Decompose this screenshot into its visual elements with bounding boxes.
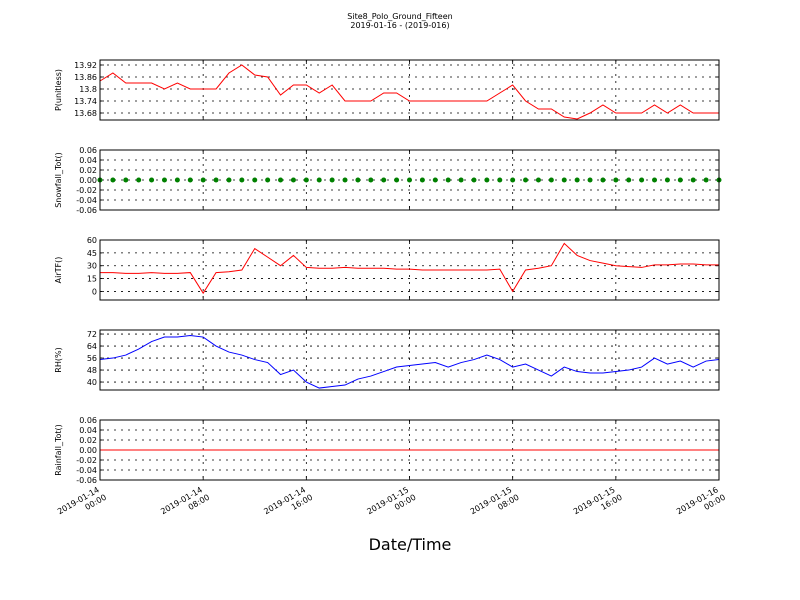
point xyxy=(252,177,258,183)
point xyxy=(497,177,503,183)
point xyxy=(226,177,232,183)
y-tick-label: 0.04 xyxy=(79,156,97,165)
chart-title: Site8_Polo_Ground_Fifteen xyxy=(347,12,452,21)
point xyxy=(587,177,593,183)
y-tick-label: 0.00 xyxy=(79,176,97,185)
point xyxy=(664,177,670,183)
chart-subtitle: 2019-01-16 - (2019-016) xyxy=(350,21,449,30)
point xyxy=(574,177,580,183)
point xyxy=(278,177,284,183)
point xyxy=(303,177,309,183)
y-tick-label: 64 xyxy=(87,342,97,351)
y-tick-label: 13.68 xyxy=(74,109,97,118)
y-tick-label: -0.02 xyxy=(76,186,97,195)
point xyxy=(265,177,271,183)
point xyxy=(110,177,116,183)
y-tick-label: 60 xyxy=(87,236,97,245)
point xyxy=(613,177,619,183)
point xyxy=(290,177,296,183)
y-tick-label: 0.02 xyxy=(79,436,97,445)
y-tick-label: 13.74 xyxy=(74,97,97,106)
point xyxy=(394,177,400,183)
y-tick-label: 45 xyxy=(87,249,97,258)
point xyxy=(407,177,412,183)
y-tick-label: -0.04 xyxy=(76,466,97,475)
y-tick-label: -0.06 xyxy=(76,206,97,215)
point xyxy=(419,177,425,183)
point xyxy=(652,177,658,183)
point xyxy=(458,177,464,183)
point xyxy=(200,177,206,183)
y-tick-label: 0.06 xyxy=(79,416,97,425)
y-tick-label: 40 xyxy=(87,378,97,387)
y-axis-label: AirTF() xyxy=(54,257,63,284)
y-tick-label: -0.02 xyxy=(76,456,97,465)
y-tick-label: 13.8 xyxy=(79,85,97,94)
point xyxy=(381,177,387,183)
point xyxy=(329,177,335,183)
y-axis-label: Snowfall_Tot() xyxy=(54,152,63,208)
line xyxy=(99,335,720,389)
y-axis-label: P(unitless) xyxy=(54,69,63,111)
point xyxy=(690,177,696,183)
point xyxy=(639,177,645,183)
point xyxy=(600,177,606,183)
y-tick-label: 0.06 xyxy=(79,146,97,155)
plot-frame xyxy=(99,329,720,391)
y-tick-label: 0.00 xyxy=(79,446,97,455)
point xyxy=(123,177,129,183)
y-tick-label: 15 xyxy=(87,275,97,284)
point xyxy=(677,177,683,183)
plot-frame xyxy=(99,149,720,211)
point xyxy=(523,177,529,183)
point xyxy=(368,177,374,183)
point xyxy=(187,177,193,183)
line xyxy=(99,64,719,120)
line xyxy=(100,242,719,295)
plot-frame xyxy=(99,239,720,301)
y-tick-label: 30 xyxy=(87,262,97,271)
point xyxy=(342,177,348,183)
point xyxy=(239,177,245,183)
plot-frame xyxy=(99,419,720,481)
point xyxy=(535,177,541,183)
y-tick-label: -0.04 xyxy=(76,196,97,205)
y-tick-label: 13.92 xyxy=(74,61,97,70)
point xyxy=(174,177,180,183)
point xyxy=(355,177,361,183)
y-tick-label: 0.02 xyxy=(79,166,97,175)
point xyxy=(703,177,709,183)
y-axis-label: Rainfall_Tot() xyxy=(54,424,63,476)
y-tick-label: 72 xyxy=(87,330,97,339)
point xyxy=(316,177,322,183)
y-tick-label: 48 xyxy=(87,366,97,375)
plot-frame xyxy=(99,59,720,121)
point xyxy=(149,177,155,183)
point xyxy=(445,177,451,183)
point xyxy=(471,177,477,183)
point xyxy=(213,177,219,183)
point xyxy=(484,177,490,183)
point xyxy=(136,177,142,183)
y-axis-label: RH(%) xyxy=(54,347,63,372)
point xyxy=(626,177,632,183)
point xyxy=(432,177,438,183)
point xyxy=(510,177,516,183)
x-axis-label: Date/Time xyxy=(369,535,452,554)
point xyxy=(548,177,554,183)
point xyxy=(561,177,567,183)
y-tick-label: 0 xyxy=(92,287,97,296)
y-tick-label: 0.04 xyxy=(79,426,97,435)
y-tick-label: -0.06 xyxy=(76,476,97,485)
point xyxy=(161,177,167,183)
y-tick-label: 13.86 xyxy=(74,73,97,82)
y-tick-label: 56 xyxy=(87,354,97,363)
